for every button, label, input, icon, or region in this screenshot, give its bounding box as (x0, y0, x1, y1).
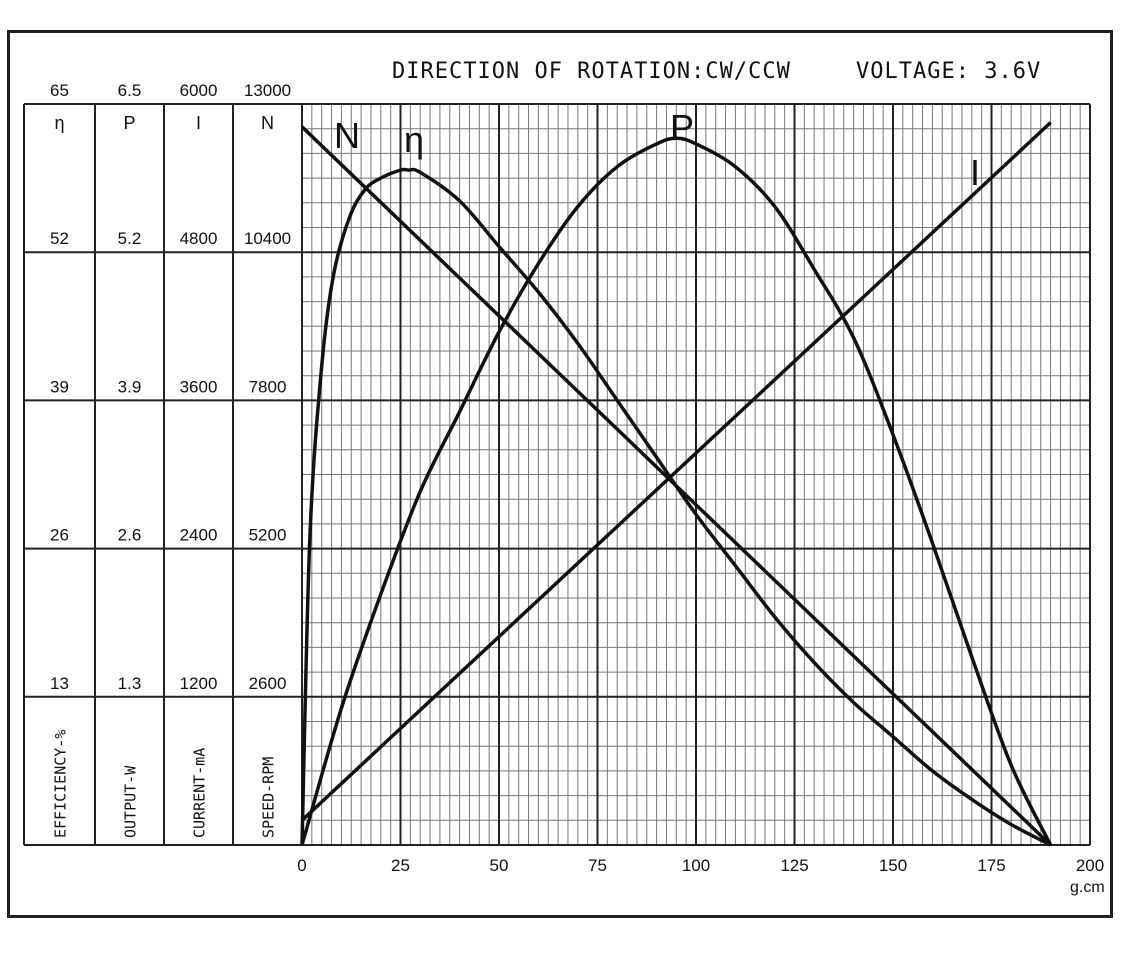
axis-tick-2: 3600 (180, 377, 218, 396)
series-line-2 (300, 136, 1053, 846)
series-label-0: N (334, 115, 360, 156)
x-tick-label: 175 (977, 856, 1005, 875)
axis-label-3: SPEED-RPM (260, 757, 278, 838)
axis-tick-0: 39 (50, 377, 69, 396)
axis-tick-0: 52 (50, 229, 69, 248)
x-axis-unit-label: g.cm (1070, 879, 1105, 896)
series-line-1 (300, 121, 1052, 822)
x-tick-label: 125 (780, 856, 808, 875)
axis-tick-3: 10400 (244, 229, 291, 248)
axis-top-tick-2: 6000 (180, 81, 218, 100)
axis-tick-1: 1.3 (118, 674, 142, 693)
axis-symbol-1: P (123, 113, 135, 133)
axis-symbol-0: η (54, 113, 64, 133)
axis-label-0: EFFICIENCY-% (52, 730, 70, 838)
axis-tick-3: 2600 (249, 674, 287, 693)
series-label-1: I (970, 152, 980, 193)
x-tick-label: 150 (879, 856, 907, 875)
axis-tick-2: 4800 (180, 229, 218, 248)
x-tick-label: 0 (297, 856, 306, 875)
axis-tick-3: 5200 (249, 526, 287, 545)
axis-tick-1: 2.6 (118, 526, 142, 545)
axis-top-tick-3: 13000 (244, 81, 291, 100)
x-tick-label: 50 (490, 856, 509, 875)
x-tick-label: 200 (1076, 856, 1104, 875)
axis-top-tick-1: 6.5 (118, 81, 142, 100)
x-tick-label: 25 (391, 856, 410, 875)
voltage-text: VOLTAGE: 3.6V (856, 59, 1041, 84)
axis-tick-2: 1200 (180, 674, 218, 693)
rotation-direction-text: DIRECTION OF ROTATION:CW/CCW (392, 59, 791, 84)
series-line-3 (300, 167, 1052, 847)
chart-frame (7, 30, 1113, 918)
axis-tick-3: 7800 (249, 377, 287, 396)
x-tick-label: 100 (682, 856, 710, 875)
axis-top-tick-0: 65 (50, 81, 69, 100)
axis-symbol-3: N (261, 113, 274, 133)
axis-label-2: CURRENT-mA (191, 748, 209, 838)
x-tick-label: 75 (588, 856, 607, 875)
axis-tick-1: 3.9 (118, 377, 142, 396)
series-label-2: P (670, 107, 694, 148)
axis-tick-0: 26 (50, 526, 69, 545)
axis-label-1: OUTPUT-W (122, 765, 140, 838)
axis-tick-1: 5.2 (118, 229, 142, 248)
axis-tick-0: 13 (50, 674, 69, 693)
axis-tick-2: 2400 (180, 526, 218, 545)
axis-symbol-2: I (196, 113, 201, 133)
series-label-3: η (404, 119, 424, 160)
